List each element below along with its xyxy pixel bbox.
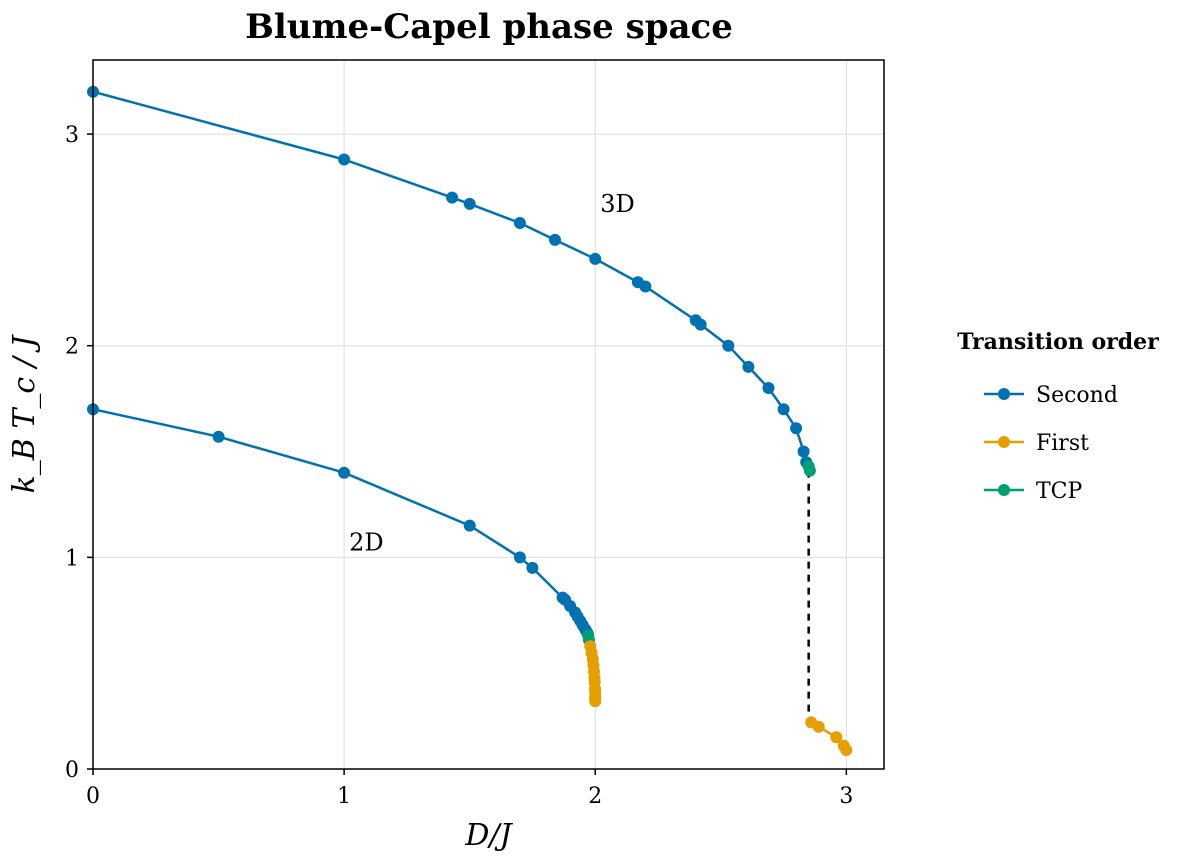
data-point-first <box>830 731 843 744</box>
data-point-second <box>463 519 476 532</box>
data-point-second <box>212 430 225 443</box>
series-line-second <box>92 90 808 463</box>
data-point-first <box>840 744 853 756</box>
data-point-second <box>549 233 561 246</box>
y-tick-label: 2 <box>65 335 79 360</box>
data-point-second <box>790 422 803 435</box>
plot-frame <box>92 59 885 770</box>
axis-labels: D/J k_B T_c / J <box>7 334 514 853</box>
data-point-second <box>722 339 735 352</box>
legend-marker-first <box>998 436 1010 448</box>
data-point-second <box>777 403 790 416</box>
x-tick-label: 0 <box>86 784 100 809</box>
data-point-second <box>589 252 602 265</box>
legend-title: Transition order <box>957 329 1159 355</box>
x-tick-label: 3 <box>839 784 853 809</box>
data-point-second <box>446 191 459 204</box>
y-tick-label: 0 <box>65 758 79 783</box>
data-point-second <box>338 153 351 166</box>
annotation-3d: 3D <box>600 190 635 218</box>
series-lines <box>92 90 848 751</box>
x-tick-label: 2 <box>588 784 602 809</box>
data-point-second <box>762 382 775 394</box>
y-axis-label: k_B T_c / J <box>7 334 42 494</box>
data-point-first <box>812 720 825 733</box>
legend-label-tcp: TCP <box>1036 479 1083 504</box>
series-points <box>87 85 853 756</box>
annotation-2d: 2D <box>349 529 384 557</box>
series-line-second <box>92 407 589 635</box>
legend-marker-tcp <box>998 484 1010 496</box>
legend: Transition order Second First TCP <box>957 329 1159 504</box>
data-point-second <box>338 466 351 479</box>
legend-label-second: Second <box>1036 383 1118 408</box>
annotations: 3D 2D <box>349 190 635 557</box>
data-point-second <box>513 551 526 564</box>
data-point-second <box>526 561 539 574</box>
legend-label-first: First <box>1036 431 1089 456</box>
chart-title: Blume-Capel phase space <box>245 7 733 47</box>
data-point-tcp <box>803 464 816 477</box>
legend-marker-second <box>998 388 1010 400</box>
x-axis-label: D/J <box>464 818 513 853</box>
axis-ticks: 0 1 2 3 0 1 2 3 <box>65 123 853 809</box>
data-point-second <box>639 280 652 293</box>
data-point-second <box>742 360 755 373</box>
data-point-second <box>797 445 810 458</box>
data-point-second <box>694 318 707 331</box>
y-tick-label: 1 <box>65 546 79 571</box>
grid-lines <box>92 60 884 770</box>
data-point-second <box>463 197 476 210</box>
data-point-first <box>589 695 602 708</box>
data-point-second <box>513 217 526 229</box>
x-tick-label: 1 <box>337 784 351 809</box>
y-tick-label: 3 <box>65 123 79 148</box>
